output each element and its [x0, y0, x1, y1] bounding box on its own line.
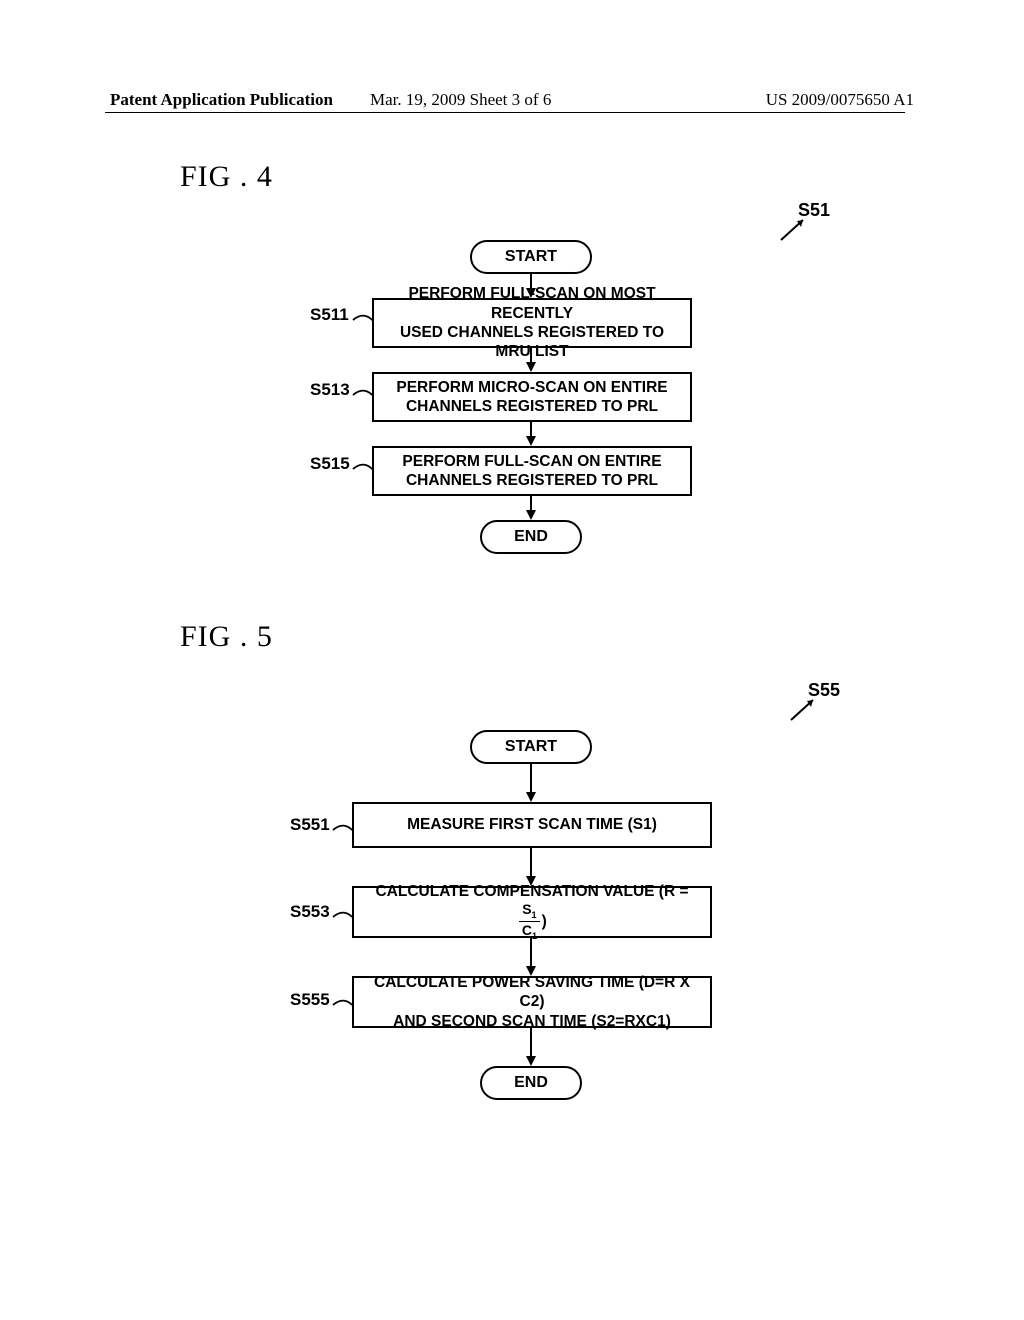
fig5-s551-box: MEASURE FIRST SCAN TIME (S1) — [352, 802, 712, 848]
header-middle: Mar. 19, 2009 Sheet 3 of 6 — [370, 90, 551, 110]
arrow-icon — [526, 496, 536, 522]
fig5-s553-box: CALCULATE COMPENSATION VALUE (R = S1C1) — [352, 886, 712, 938]
header-left: Patent Application Publication — [110, 90, 333, 110]
fig4-s513-box: PERFORM MICRO-SCAN ON ENTIRECHANNELS REG… — [372, 372, 692, 422]
arrow-icon — [526, 348, 536, 374]
frac-num: S1 — [519, 902, 539, 922]
fig4-label: FIG . 4 — [180, 160, 273, 194]
fig5-s551-text: MEASURE FIRST SCAN TIME (S1) — [407, 815, 657, 834]
fig4-s513-label: S513 — [310, 380, 350, 400]
fig4-ref-leader — [775, 218, 805, 244]
fig5-label: FIG . 5 — [180, 620, 273, 654]
fig5-s553-prefix: CALCULATE COMPENSATION VALUE (R = — [375, 883, 688, 900]
fig4-s515-label: S515 — [310, 454, 350, 474]
fig4-end: END — [480, 520, 582, 554]
arrow-icon — [526, 422, 536, 448]
fig5-s551-label: S551 — [290, 815, 330, 835]
fraction: S1C1 — [519, 902, 539, 942]
header-right: US 2009/0075650 A1 — [766, 90, 914, 110]
page: Patent Application Publication Mar. 19, … — [0, 0, 1024, 1320]
fig4-s515-box: PERFORM FULL-SCAN ON ENTIRECHANNELS REGI… — [372, 446, 692, 496]
fig4-s511-label: S511 — [310, 305, 349, 325]
fig5-start: START — [470, 730, 592, 764]
arrow-icon — [526, 1028, 536, 1068]
fig5-end: END — [480, 1066, 582, 1100]
fig4-start: START — [470, 240, 592, 274]
fig5-s555-box: CALCULATE POWER SAVING TIME (D=R X C2)AN… — [352, 976, 712, 1028]
fig5-s555-text: CALCULATE POWER SAVING TIME (D=R X C2)AN… — [362, 973, 702, 1031]
fig4-s515-text: PERFORM FULL-SCAN ON ENTIRECHANNELS REGI… — [402, 452, 661, 491]
fig5-flow: S55 START S551 MEASURE FIRST SCAN TIME (… — [0, 680, 1024, 1200]
fig5-s553-suffix: ) — [542, 913, 547, 930]
fig5-ref-leader — [785, 698, 815, 724]
arrow-icon — [526, 764, 536, 804]
fig4-s511-box: PERFORM FULL-SCAN ON MOST RECENTLYUSED C… — [372, 298, 692, 348]
fig5-s555-label: S555 — [290, 990, 330, 1010]
header-rule — [105, 112, 905, 113]
fig5-s553-label: S553 — [290, 902, 330, 922]
fig5-s553-text: CALCULATE COMPENSATION VALUE (R = S1C1) — [362, 882, 702, 941]
fig4-flow: S51 START S511 PERFORM FULL-SCAN ON MOST… — [0, 200, 1024, 600]
fig4-s513-text: PERFORM MICRO-SCAN ON ENTIRECHANNELS REG… — [396, 378, 667, 417]
